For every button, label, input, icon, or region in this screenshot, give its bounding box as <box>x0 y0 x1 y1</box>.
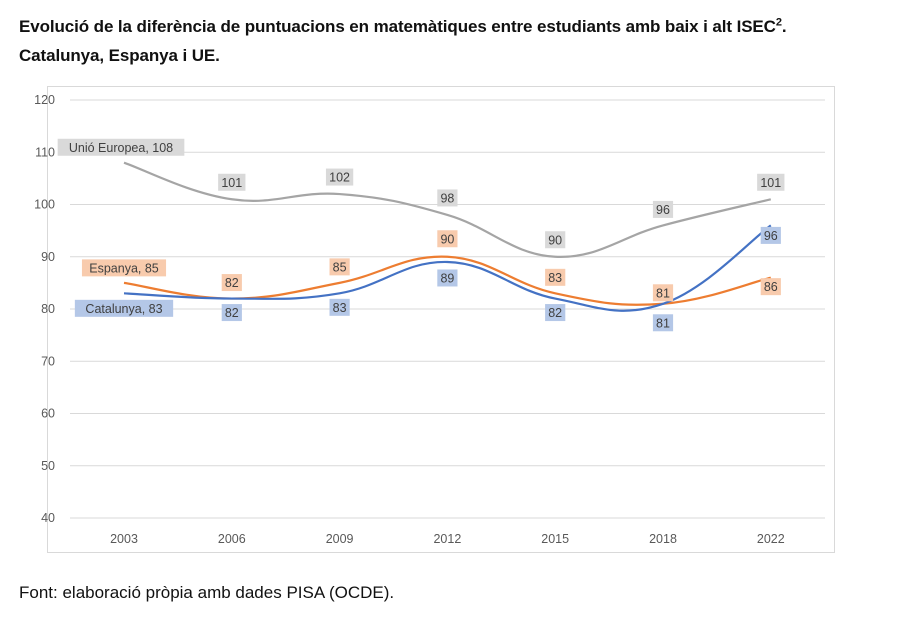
data-label-text: Unió Europea, 108 <box>69 141 173 155</box>
y-tick-label: 120 <box>34 93 55 107</box>
x-tick-label: 2022 <box>757 532 785 546</box>
y-tick-label: 90 <box>41 250 55 264</box>
data-label: 82 <box>221 274 242 292</box>
data-label-text: 85 <box>333 260 347 274</box>
source-note: Font: elaboració pròpia amb dades PISA (… <box>19 583 395 602</box>
x-tick-label: 2015 <box>541 532 569 546</box>
data-label-text: Catalunya, 83 <box>85 302 162 316</box>
data-label-text: 102 <box>329 171 350 185</box>
data-label: Catalunya, 83 <box>74 299 174 317</box>
data-label: 96 <box>760 226 781 244</box>
data-label: 101 <box>218 173 246 191</box>
data-label-background <box>74 299 174 317</box>
data-label-background <box>757 173 785 191</box>
data-label: 82 <box>545 304 566 322</box>
data-label-text: 82 <box>548 306 562 320</box>
title-line-2: Catalunya, Espanya i UE. <box>19 45 220 65</box>
data-label-text: 90 <box>548 233 562 247</box>
data-label-text: 82 <box>225 276 239 290</box>
data-label-text: 96 <box>656 203 670 217</box>
data-label: 98 <box>437 189 458 207</box>
data-label: Unió Europea, 108 <box>57 138 185 156</box>
data-label: 85 <box>329 258 350 276</box>
data-label-text: 90 <box>440 232 454 246</box>
data-label-text: 101 <box>221 176 242 190</box>
data-label: 83 <box>545 268 566 286</box>
chart-title: Evolució de la diferència de puntuacions… <box>19 8 787 70</box>
data-label: 83 <box>329 298 350 316</box>
y-tick-label: 40 <box>41 511 55 525</box>
data-label-background <box>221 274 242 292</box>
data-label: 90 <box>437 230 458 248</box>
data-label: 101 <box>757 173 785 191</box>
data-label-text: 83 <box>333 301 347 315</box>
data-label-text: Espanya, 85 <box>89 261 159 275</box>
data-label-background <box>545 268 566 286</box>
data-label-text: 101 <box>760 176 781 190</box>
data-label-background <box>325 168 354 186</box>
data-label-background <box>652 314 674 332</box>
data-label: 81 <box>652 314 674 332</box>
data-label-text: 96 <box>764 229 778 243</box>
data-label: 96 <box>652 200 674 218</box>
data-label-background <box>652 200 674 218</box>
y-tick-label: 100 <box>34 198 55 212</box>
x-tick-label: 2018 <box>649 532 677 546</box>
data-label-text: 81 <box>656 316 670 330</box>
series-lines <box>123 161 772 312</box>
y-axis-ticks: 40 50 60 70 80 90 100 110 120 <box>34 93 55 525</box>
series-line-unió-europea <box>123 161 772 258</box>
data-label: Espanya, 85 <box>81 259 167 277</box>
data-label-text: 98 <box>440 191 454 205</box>
series-line-catalunya <box>123 224 772 312</box>
data-labels: Unió Europea, 108 101 102 98 90 96 101 Espanya,… <box>57 138 785 332</box>
data-label-background <box>545 304 566 322</box>
data-label-background <box>57 138 185 156</box>
y-tick-label: 50 <box>41 459 55 473</box>
data-label-text: 86 <box>764 280 778 294</box>
gridlines <box>70 99 825 519</box>
data-label-background <box>760 278 781 296</box>
data-label-text: 82 <box>225 306 239 320</box>
data-label-background <box>545 231 566 249</box>
data-label-background <box>221 304 242 322</box>
y-tick-label: 60 <box>41 407 55 421</box>
x-tick-label: 2006 <box>218 532 246 546</box>
x-tick-label: 2012 <box>433 532 461 546</box>
data-label-background <box>218 173 246 191</box>
title-line-1: Evolució de la diferència de puntuacions… <box>19 16 787 36</box>
data-label-background <box>437 230 458 248</box>
data-label-background <box>329 298 350 316</box>
data-label-text: 83 <box>548 271 562 285</box>
chart-area <box>47 86 835 553</box>
y-tick-label: 70 <box>41 354 55 368</box>
data-label: 89 <box>437 269 458 287</box>
x-axis-ticks: 2003 2006 2009 2012 2015 2018 2022 <box>110 532 785 546</box>
data-label-text: 89 <box>440 271 454 285</box>
x-tick-label: 2003 <box>110 532 138 546</box>
y-tick-label: 80 <box>41 302 55 316</box>
data-label-text: 81 <box>656 286 670 300</box>
data-label-background <box>81 259 167 277</box>
data-label: 81 <box>652 284 674 302</box>
data-label-background <box>652 284 674 302</box>
y-tick-label: 110 <box>35 145 55 159</box>
data-label-background <box>329 258 350 276</box>
data-label: 86 <box>760 278 781 296</box>
data-label: 82 <box>221 304 242 322</box>
data-label: 90 <box>545 231 566 249</box>
data-label-background <box>760 226 781 244</box>
x-tick-label: 2009 <box>326 532 354 546</box>
data-label: 102 <box>325 168 354 186</box>
data-label-background <box>437 189 458 207</box>
data-label-background <box>437 269 458 287</box>
